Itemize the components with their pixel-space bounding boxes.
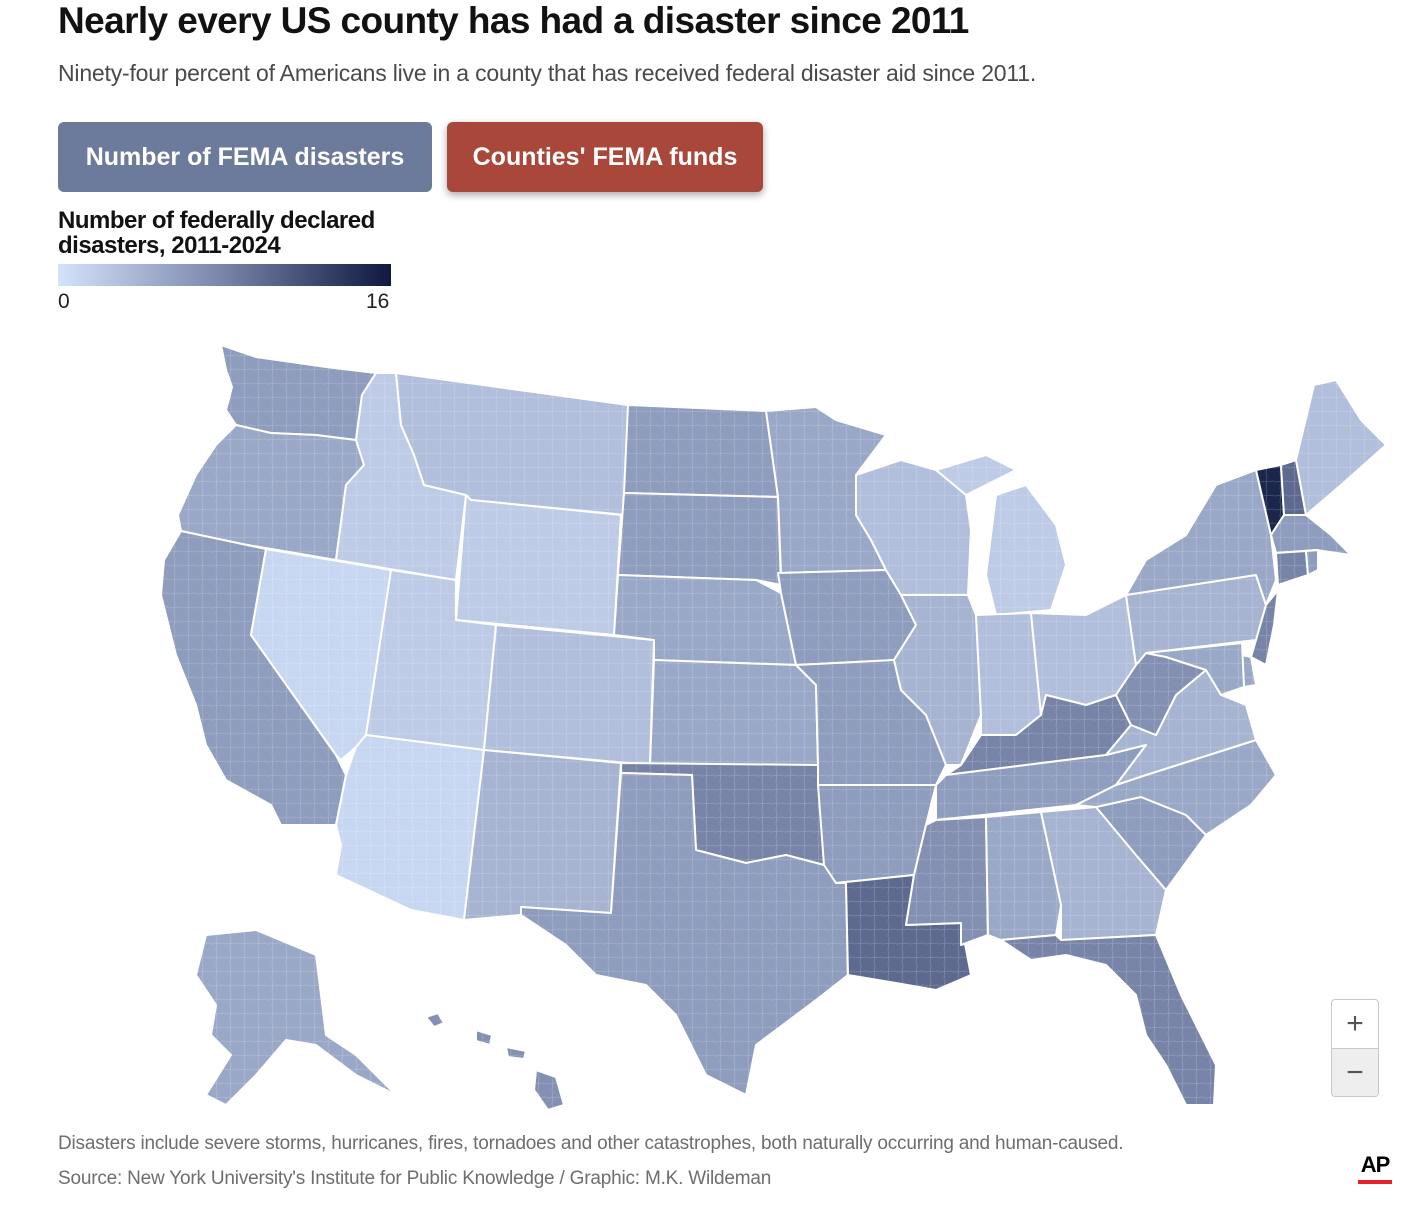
page-title: Nearly every US county has had a disaste…: [58, 0, 969, 41]
plus-icon: +: [1346, 1007, 1364, 1040]
state-indiana[interactable]: [975, 612, 1042, 736]
fema-disasters-button-label: Number of FEMA disasters: [85, 142, 405, 171]
state-wyoming[interactable]: [455, 494, 622, 636]
state-alaska[interactable]: [195, 929, 397, 1106]
ap-logo: AP: [1358, 1152, 1392, 1188]
state-arizona[interactable]: [335, 734, 485, 921]
state-massachusetts[interactable]: [1270, 514, 1352, 556]
state-hawaii[interactable]: [425, 1012, 565, 1111]
state-rhode-island[interactable]: [1305, 549, 1319, 576]
ap-logo-bar: [1358, 1180, 1392, 1184]
zoom-out-button[interactable]: −: [1332, 1048, 1378, 1096]
state-washington[interactable]: [220, 344, 377, 441]
state-south-dakota[interactable]: [617, 492, 782, 586]
state-florida[interactable]: [1000, 934, 1217, 1106]
legend-min-label: 0: [58, 290, 70, 313]
legend-color-scale: [58, 264, 391, 286]
us-map-svg[interactable]: [56, 335, 1396, 1125]
ap-logo-text: AP: [1360, 1152, 1391, 1177]
state-kansas[interactable]: [649, 659, 819, 766]
state-north-dakota[interactable]: [623, 404, 779, 498]
state-connecticut[interactable]: [1275, 550, 1309, 586]
fema-disasters-button[interactable]: Number of FEMA disasters: [58, 122, 432, 192]
state-new-mexico[interactable]: [463, 749, 622, 921]
zoom-in-button[interactable]: +: [1332, 1000, 1378, 1048]
state-colorado[interactable]: [483, 624, 655, 766]
legend-title: Number of federally declared disasters, …: [58, 207, 375, 259]
us-county-map[interactable]: [56, 335, 1396, 1125]
fema-funds-button-label: Counties' FEMA funds: [472, 142, 738, 171]
zoom-controls: + −: [1331, 999, 1379, 1097]
state-maine[interactable]: [1295, 379, 1387, 516]
page-subtitle: Ninety-four percent of Americans live in…: [58, 60, 1037, 86]
legend-max-label: 16: [366, 290, 390, 313]
footnote: Disasters include severe storms, hurrica…: [58, 1133, 1124, 1154]
fema-funds-button[interactable]: Counties' FEMA funds: [447, 122, 763, 192]
source-credit: Source: New York University's Institute …: [58, 1168, 772, 1189]
minus-icon: −: [1346, 1056, 1364, 1089]
